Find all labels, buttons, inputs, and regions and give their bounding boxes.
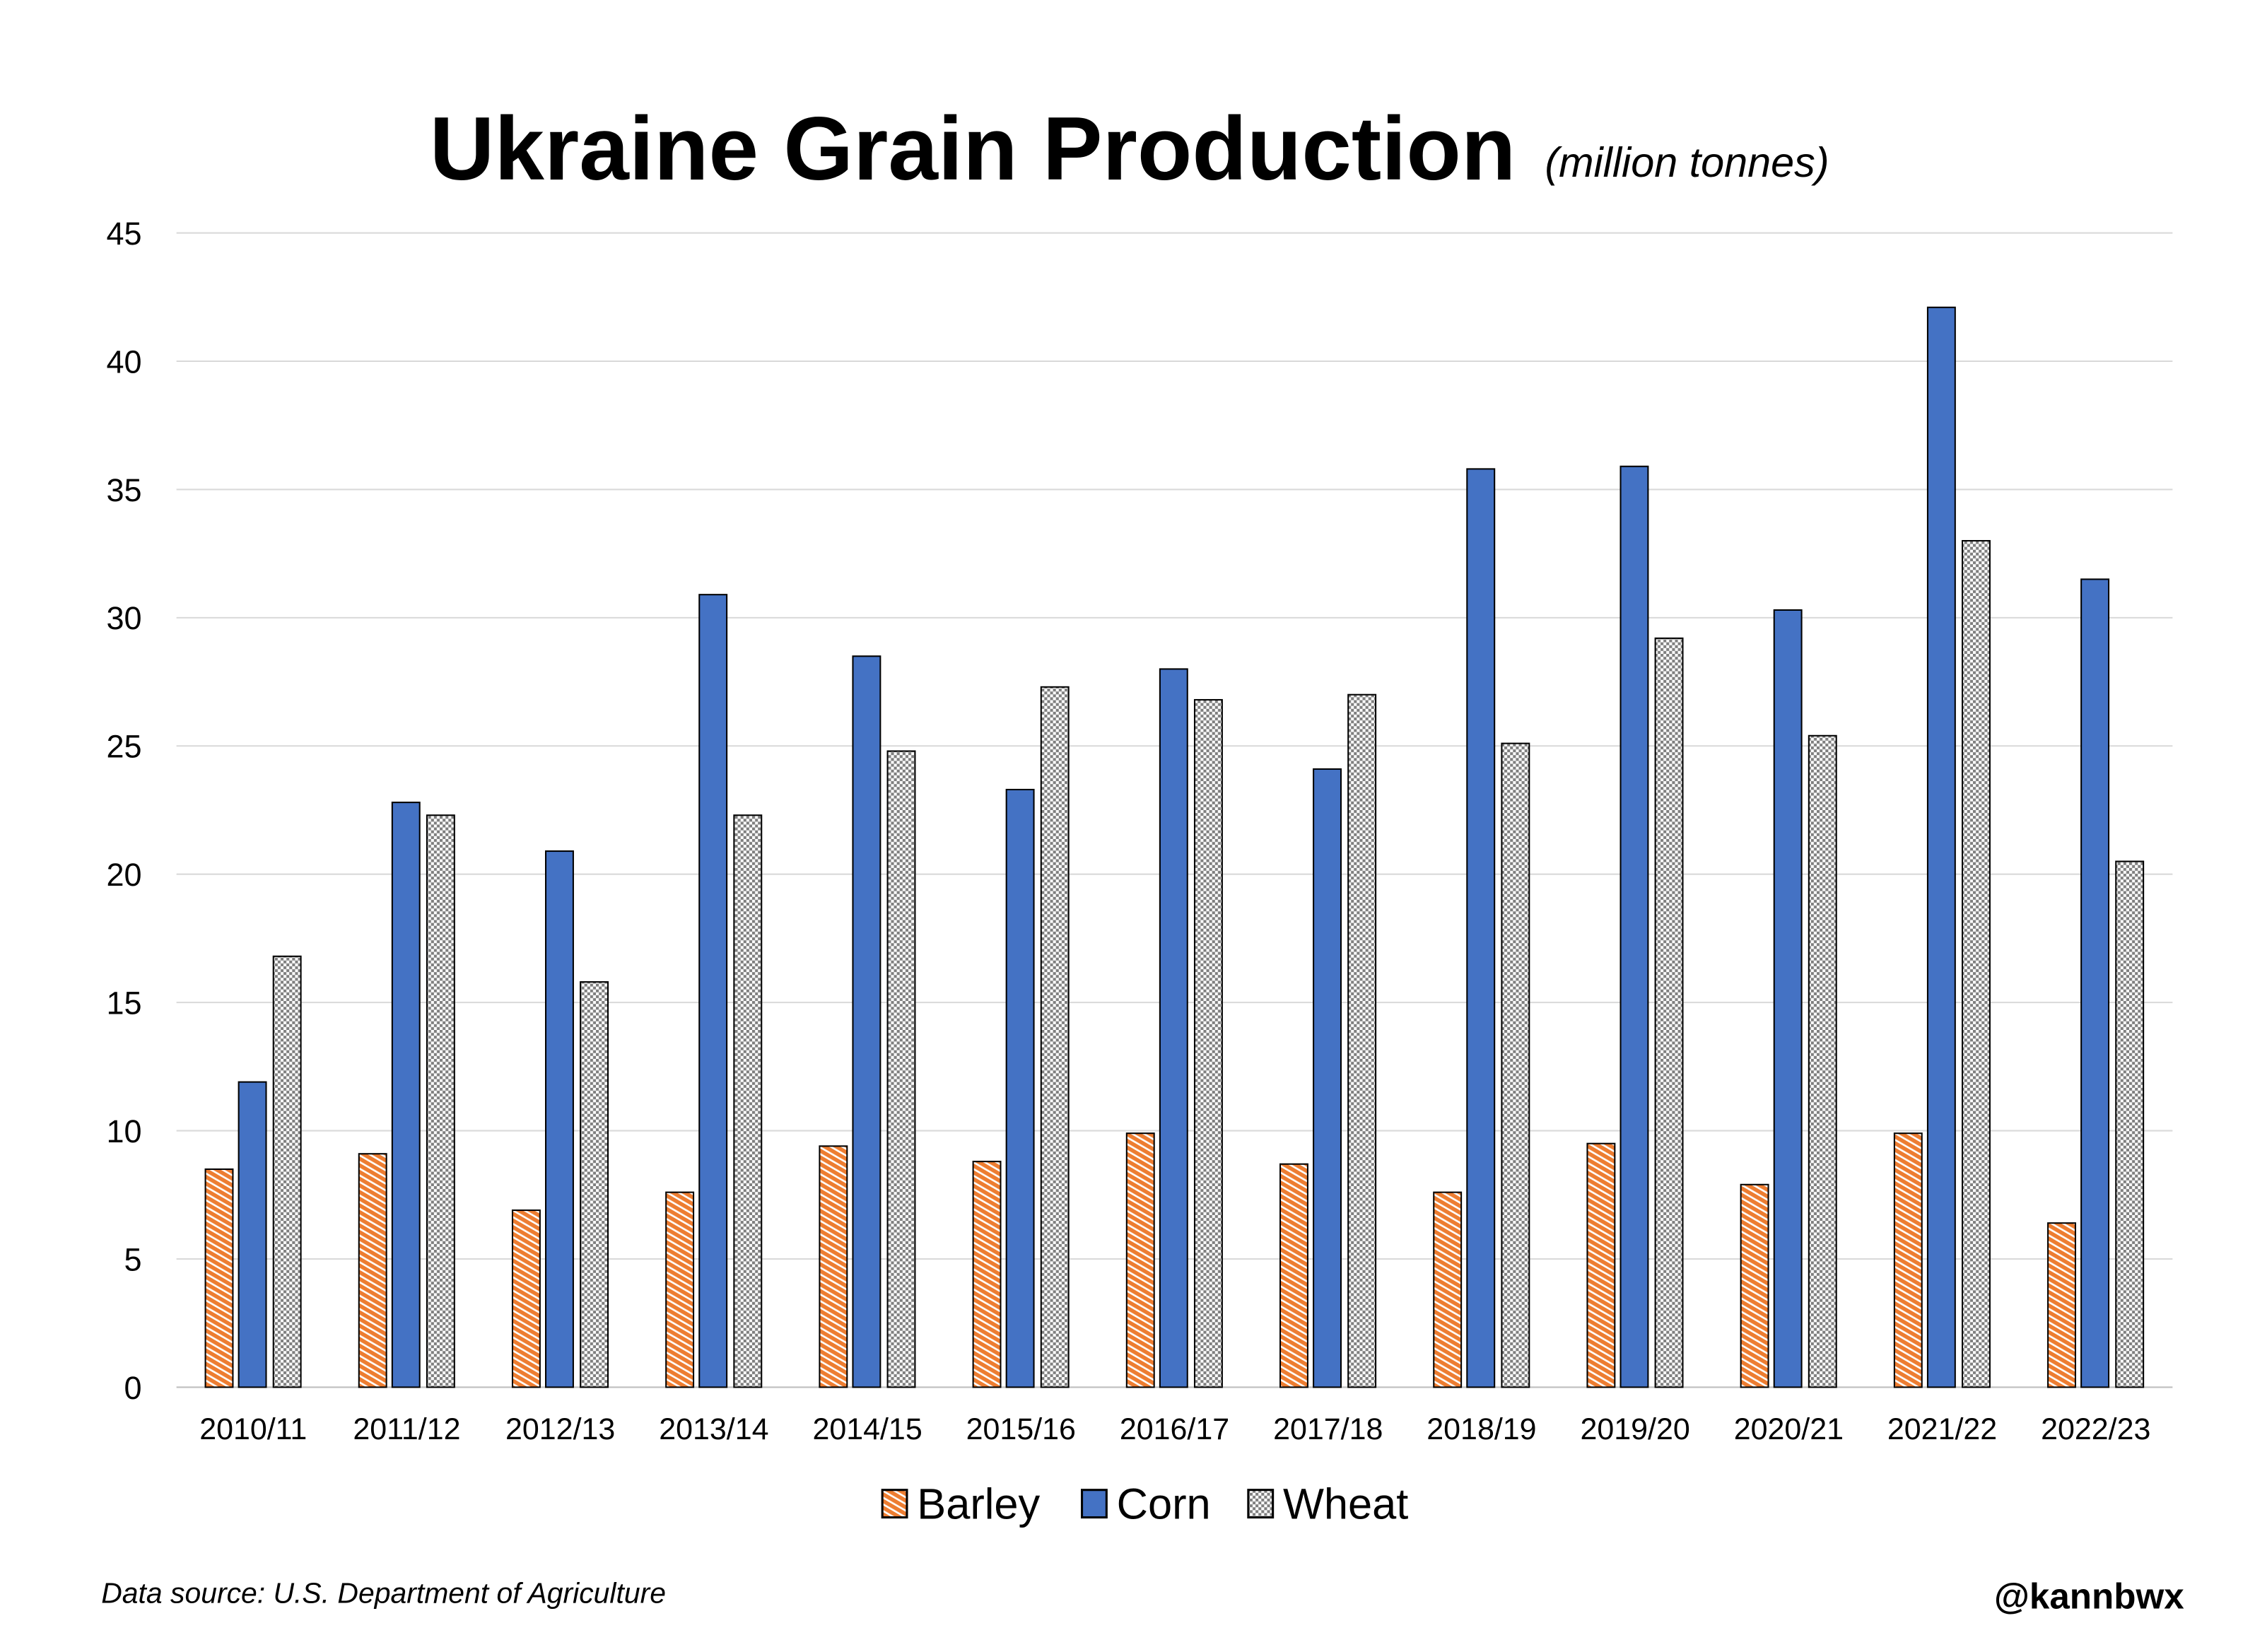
- bar-barley-2021-22: [1893, 1132, 1923, 1388]
- bar-barley-2018-19: [1433, 1191, 1463, 1388]
- x-tick-label: 2013/14: [659, 1412, 768, 1446]
- y-tick-label: 30: [106, 600, 141, 636]
- bar-wheat-2012-13: [580, 981, 609, 1388]
- x-tick-label: 2021/22: [1887, 1412, 1997, 1446]
- bar-corn-2011-12: [391, 802, 421, 1388]
- x-tick-label: 2016/17: [1120, 1412, 1229, 1446]
- bar-wheat-2013-14: [733, 814, 763, 1388]
- bar-corn-2012-13: [545, 850, 574, 1388]
- legend-swatch-barley: [881, 1489, 908, 1519]
- bar-corn-2022-23: [2080, 578, 2110, 1388]
- x-tick-label: 2019/20: [1580, 1412, 1689, 1446]
- y-tick-label: 0: [124, 1370, 141, 1406]
- x-tick-label: 2010/11: [199, 1412, 307, 1446]
- bar-corn-2021-22: [1926, 306, 1956, 1388]
- bar-corn-2010-11: [238, 1081, 267, 1388]
- bar-corn-2018-19: [1466, 468, 1496, 1388]
- bar-barley-2011-12: [358, 1153, 387, 1388]
- y-tick-label: 45: [106, 216, 141, 252]
- bar-barley-2015-16: [972, 1161, 1002, 1388]
- bar-barley-2017-18: [1279, 1163, 1308, 1388]
- chart-subtitle: (million tonnes): [1545, 139, 1829, 186]
- bar-wheat-2020-21: [1808, 734, 1837, 1388]
- legend: Barley Corn Wheat: [881, 1480, 1408, 1529]
- bar-barley-2012-13: [511, 1209, 541, 1388]
- y-tick-label: 10: [106, 1113, 141, 1149]
- legend-label-corn: Corn: [1117, 1480, 1211, 1529]
- legend-label-barley: Barley: [917, 1480, 1040, 1529]
- bar-barley-2020-21: [1740, 1183, 1769, 1388]
- bar-wheat-2019-20: [1654, 637, 1684, 1388]
- x-tick-label: 2011/12: [353, 1412, 460, 1446]
- bar-corn-2019-20: [1620, 465, 1649, 1388]
- bar-corn-2016-17: [1159, 668, 1188, 1388]
- bar-wheat-2015-16: [1040, 686, 1070, 1388]
- bar-wheat-2014-15: [886, 750, 916, 1388]
- bar-barley-2014-15: [819, 1145, 848, 1388]
- y-tick-label: 20: [106, 857, 141, 893]
- x-tick-label: 2022/23: [2041, 1412, 2150, 1446]
- bar-corn-2015-16: [1005, 788, 1035, 1388]
- bar-wheat-2022-23: [2115, 860, 2145, 1388]
- x-tick-label: 2018/19: [1427, 1412, 1536, 1446]
- bar-corn-2013-14: [698, 594, 728, 1388]
- bar-barley-2022-23: [2047, 1222, 2076, 1388]
- legend-label-wheat: Wheat: [1283, 1480, 1408, 1529]
- y-tick-label: 40: [106, 344, 141, 380]
- bar-wheat-2011-12: [426, 814, 455, 1388]
- chart-title: Ukraine Grain Production: [430, 98, 1516, 199]
- x-tick-label: 2015/16: [966, 1412, 1076, 1446]
- bar-corn-2020-21: [1773, 609, 1803, 1388]
- legend-swatch-corn: [1081, 1489, 1108, 1519]
- x-tick-label: 2017/18: [1273, 1412, 1383, 1446]
- x-tick-label: 2020/21: [1734, 1412, 1844, 1446]
- bar-barley-2013-14: [665, 1191, 695, 1388]
- bar-barley-2019-20: [1586, 1142, 1616, 1388]
- y-tick-label: 15: [106, 985, 141, 1021]
- y-tick-label: 25: [106, 729, 141, 765]
- bar-barley-2010-11: [204, 1168, 234, 1388]
- y-tick-label: 5: [124, 1241, 141, 1277]
- y-tick-label: 35: [106, 472, 141, 508]
- bar-wheat-2021-22: [1962, 539, 1991, 1388]
- bar-corn-2017-18: [1313, 768, 1342, 1388]
- bar-wheat-2016-17: [1193, 698, 1223, 1388]
- bar-corn-2014-15: [852, 655, 882, 1388]
- bar-wheat-2018-19: [1501, 742, 1530, 1388]
- legend-swatch-wheat: [1247, 1489, 1275, 1519]
- data-source-note: Data source: U.S. Department of Agricult…: [101, 1576, 666, 1609]
- bar-barley-2016-17: [1125, 1132, 1155, 1388]
- author-handle: @kannbwx: [1994, 1576, 2184, 1616]
- x-tick-label: 2012/13: [505, 1412, 615, 1446]
- x-tick-label: 2014/15: [812, 1412, 922, 1446]
- bar-wheat-2017-18: [1347, 693, 1377, 1388]
- bar-wheat-2010-11: [272, 955, 302, 1388]
